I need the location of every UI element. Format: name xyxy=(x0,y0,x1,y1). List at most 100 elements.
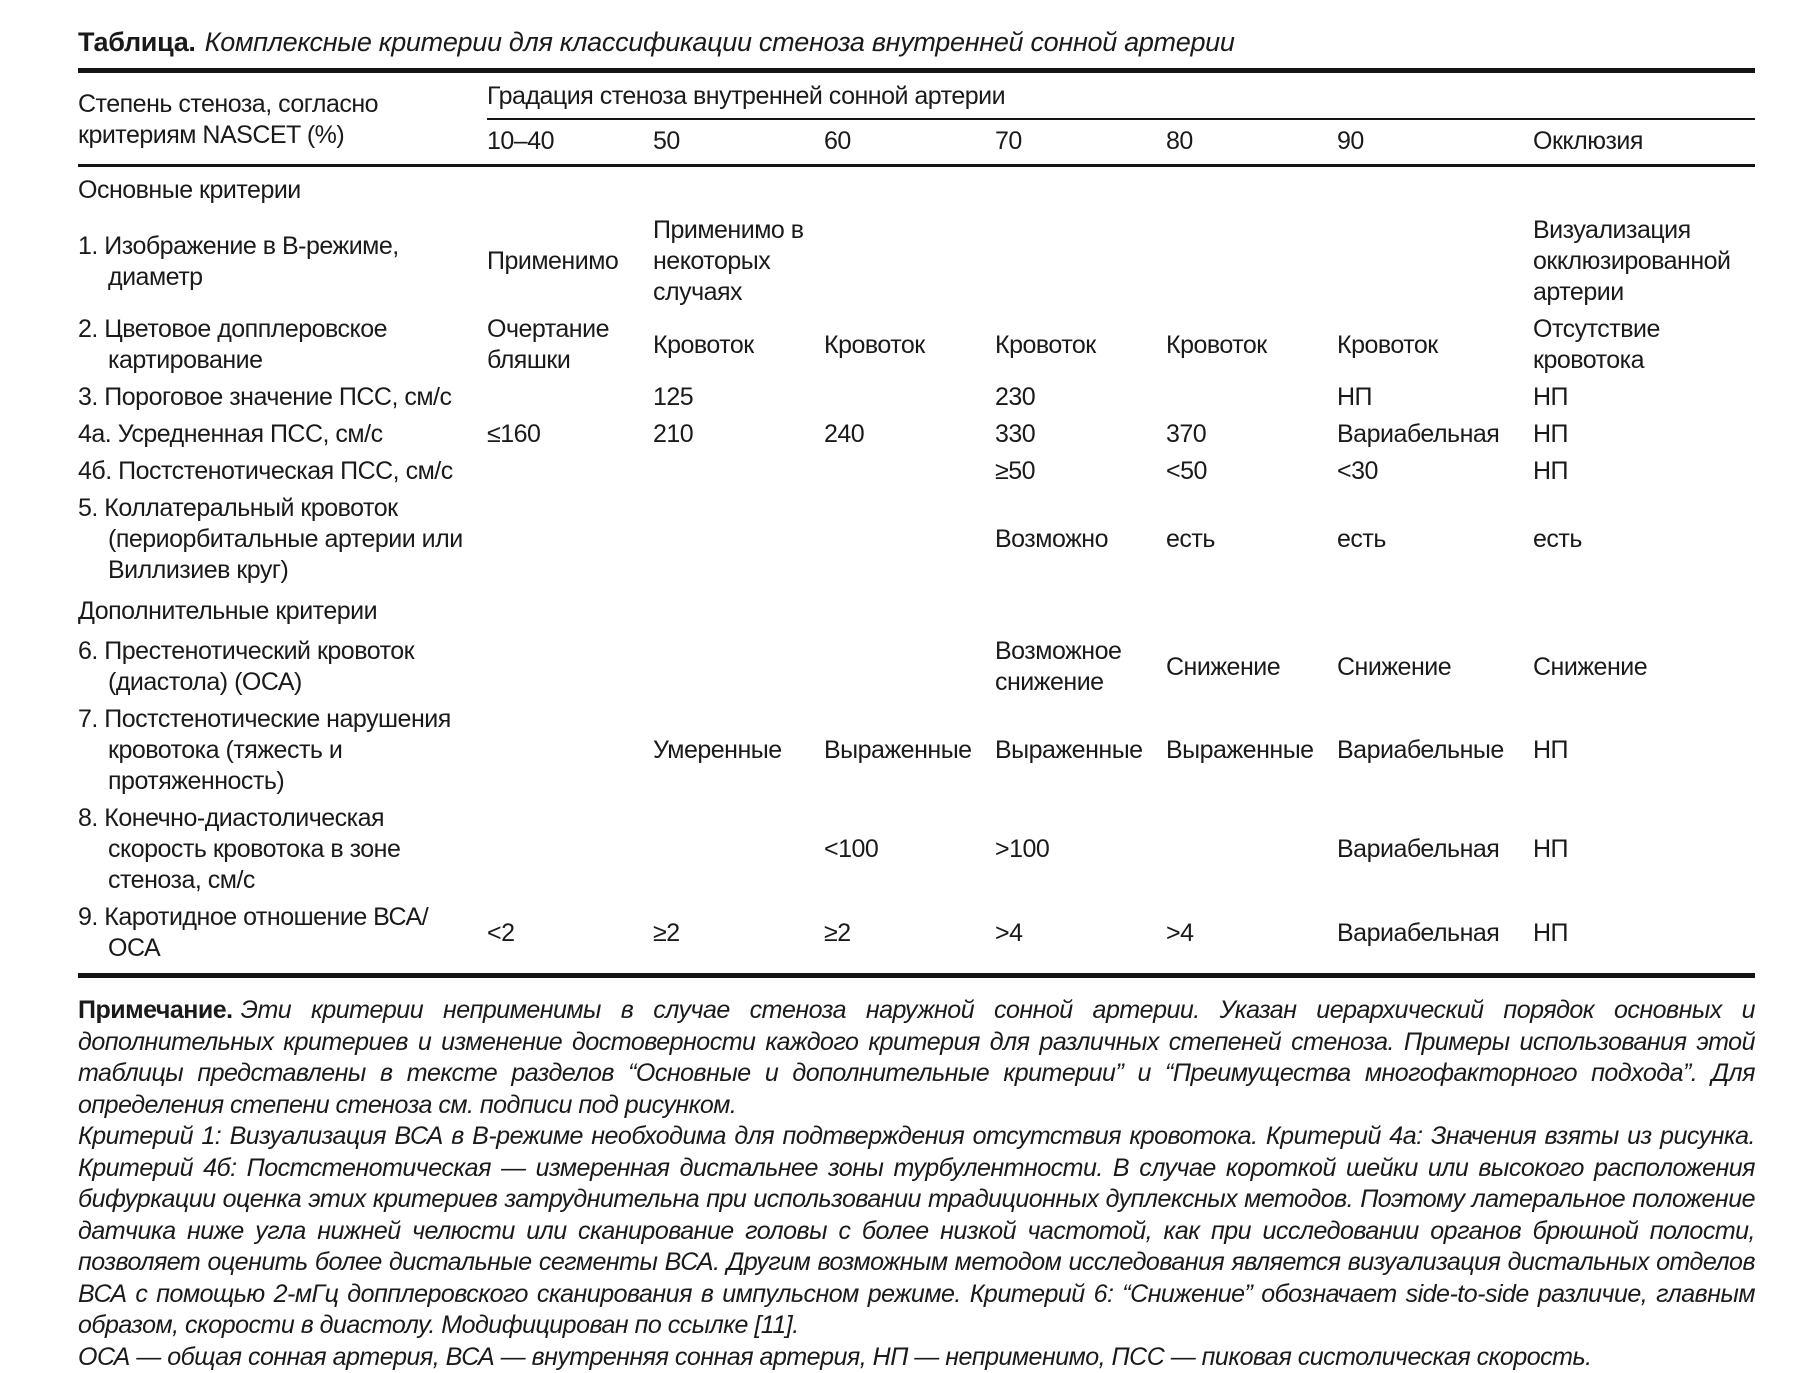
cell xyxy=(653,800,824,899)
column-header: 60 xyxy=(824,119,995,166)
cell: Применимо xyxy=(487,212,653,311)
criterion-label: 9. Каротидное отношение ВСА/ОСА xyxy=(78,899,487,976)
cell xyxy=(995,212,1166,311)
table-row: 2. Цветовое допплеровское картирование О… xyxy=(78,311,1755,379)
cell: >4 xyxy=(1166,899,1337,976)
cell xyxy=(824,453,995,490)
criterion-label: 7. Постстенотические нарушения кровотока… xyxy=(78,701,487,800)
table-caption-text: Комплексные критерии для классификации с… xyxy=(205,27,1235,57)
criterion-label: 2. Цветовое допплеровское картирование xyxy=(78,311,487,379)
cell: Выраженные xyxy=(995,701,1166,800)
table-row: 5. Коллатеральный кровоток (периорбиталь… xyxy=(78,490,1755,589)
cell: Снижение xyxy=(1533,633,1755,701)
cell: НП xyxy=(1337,379,1533,416)
column-header: 70 xyxy=(995,119,1166,166)
cell xyxy=(824,490,995,589)
cell: НП xyxy=(1533,800,1755,899)
criterion-label: 4а. Усредненная ПСС, см/с xyxy=(78,416,487,453)
cell: Умеренные xyxy=(653,701,824,800)
column-header: 90 xyxy=(1337,119,1533,166)
table-row: 6. Престенотический кровоток (диастола) … xyxy=(78,633,1755,701)
column-group-header: Градация стеноза внутренней сонной артер… xyxy=(487,71,1755,120)
cell: Кровоток xyxy=(824,311,995,379)
header-row-group: Степень стеноза, согласно критериям NASC… xyxy=(78,71,1755,120)
cell xyxy=(824,379,995,416)
cell: 330 xyxy=(995,416,1166,453)
cell: Вариабельные xyxy=(1337,701,1533,800)
criteria-table: Степень стеноза, согласно критериям NASC… xyxy=(78,68,1755,978)
cell: >100 xyxy=(995,800,1166,899)
cell: НП xyxy=(1533,453,1755,490)
section-row: Основные критерии xyxy=(78,166,1755,213)
table-row: 7. Постстенотические нарушения кровотока… xyxy=(78,701,1755,800)
cell xyxy=(487,701,653,800)
cell xyxy=(487,379,653,416)
cell xyxy=(1166,212,1337,311)
cell: ≥2 xyxy=(653,899,824,976)
note-label: Примечание. xyxy=(78,996,233,1024)
stub-header: Степень стеноза, согласно критериям NASC… xyxy=(78,71,487,166)
section-row: Дополнительные критерии xyxy=(78,589,1755,633)
section-label: Дополнительные критерии xyxy=(78,589,1755,633)
cell: 370 xyxy=(1166,416,1337,453)
criterion-label: 8. Конечно-диастолическая скорость крово… xyxy=(78,800,487,899)
cell xyxy=(487,453,653,490)
column-header: 80 xyxy=(1166,119,1337,166)
cell: Кровоток xyxy=(1337,311,1533,379)
criterion-label: 4б. Постстенотическая ПСС, см/с xyxy=(78,453,487,490)
cell: ≤160 xyxy=(487,416,653,453)
cell: есть xyxy=(1166,490,1337,589)
cell: НП xyxy=(1533,701,1755,800)
cell: Визуализация окклюзированной артерии xyxy=(1533,212,1755,311)
cell: <30 xyxy=(1337,453,1533,490)
criterion-label: 3. Пороговое значение ПСС, см/с xyxy=(78,379,487,416)
table-row: 9. Каротидное отношение ВСА/ОСА <2 ≥2 ≥2… xyxy=(78,899,1755,976)
cell: Выраженные xyxy=(824,701,995,800)
cell xyxy=(487,490,653,589)
cell: Кровоток xyxy=(653,311,824,379)
column-header: Окклюзия xyxy=(1533,119,1755,166)
cell: ≥50 xyxy=(995,453,1166,490)
cell: Вариабельная xyxy=(1337,800,1533,899)
table-row: 4а. Усредненная ПСС, см/с ≤160 210 240 3… xyxy=(78,416,1755,453)
cell: Кровоток xyxy=(1166,311,1337,379)
section-label: Основные критерии xyxy=(78,166,1755,213)
criterion-label: 1. Изображение в В-режиме, диаметр xyxy=(78,212,487,311)
cell: <100 xyxy=(824,800,995,899)
cell xyxy=(824,633,995,701)
cell xyxy=(1166,800,1337,899)
table-body: Основные критерии 1. Изображение в В-реж… xyxy=(78,166,1755,976)
cell: НП xyxy=(1533,899,1755,976)
cell: <50 xyxy=(1166,453,1337,490)
cell: 210 xyxy=(653,416,824,453)
cell xyxy=(1337,212,1533,311)
note-paragraph-abbreviations: ОСА — общая сонная артерия, ВСА — внутре… xyxy=(78,1342,1755,1373)
cell: 230 xyxy=(995,379,1166,416)
criterion-label: 5. Коллатеральный кровоток (периорбиталь… xyxy=(78,490,487,589)
table-row: 8. Конечно-диастолическая скорость крово… xyxy=(78,800,1755,899)
table-header: Степень стеноза, согласно критериям NASC… xyxy=(78,71,1755,166)
cell xyxy=(653,453,824,490)
table-row: 1. Изображение в В-режиме, диаметр Приме… xyxy=(78,212,1755,311)
cell: есть xyxy=(1533,490,1755,589)
column-header: 10–40 xyxy=(487,119,653,166)
cell: Отсутствие кровотока xyxy=(1533,311,1755,379)
note-paragraph-criteria: Критерий 1: Визуализация ВСА в В-режиме … xyxy=(78,1121,1755,1342)
cell: Снижение xyxy=(1166,633,1337,701)
cell xyxy=(487,633,653,701)
cell: Вариабельная xyxy=(1337,416,1533,453)
cell xyxy=(824,212,995,311)
table-row: 3. Пороговое значение ПСС, см/с 125 230 … xyxy=(78,379,1755,416)
cell: Вариабельная xyxy=(1337,899,1533,976)
cell: 240 xyxy=(824,416,995,453)
cell: НП xyxy=(1533,379,1755,416)
cell: есть xyxy=(1337,490,1533,589)
table-row: 4б. Постстенотическая ПСС, см/с ≥50 <50 … xyxy=(78,453,1755,490)
cell: НП xyxy=(1533,416,1755,453)
note-paragraph-main: Примечание.Эти критерии неприменимы в сл… xyxy=(78,995,1755,1121)
cell: Выраженные xyxy=(1166,701,1337,800)
criterion-label: 6. Престенотический кровоток (диастола) … xyxy=(78,633,487,701)
cell: Применимо в некоторых случаях xyxy=(653,212,824,311)
cell xyxy=(653,633,824,701)
